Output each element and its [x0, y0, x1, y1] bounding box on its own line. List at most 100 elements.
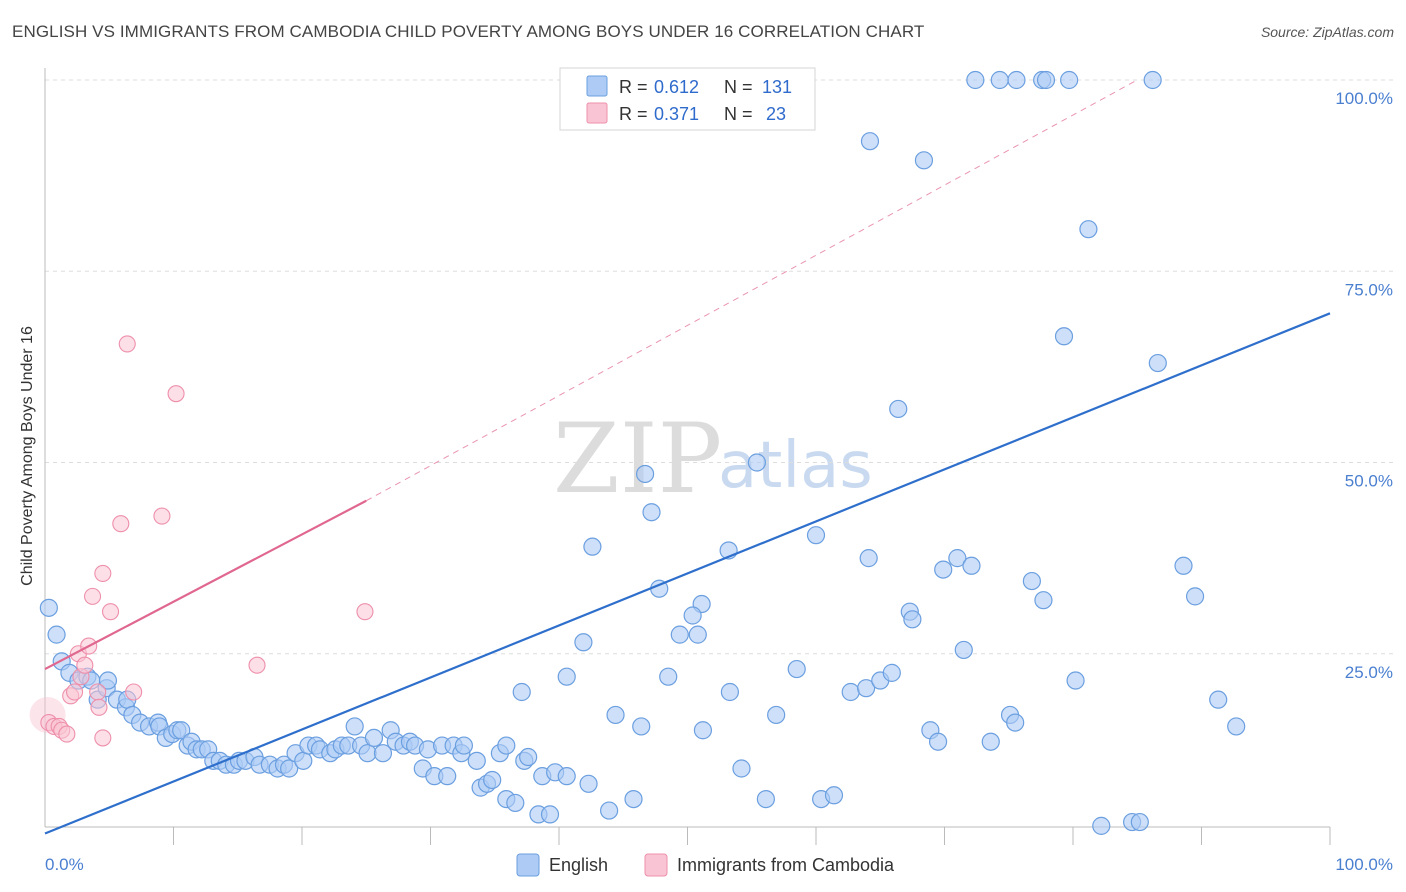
english-point — [1185, 587, 1205, 606]
english-point — [954, 640, 973, 660]
cambodia-point — [112, 515, 130, 533]
cambodia-point — [94, 564, 112, 582]
legend-n-value-english: 131 — [762, 77, 792, 97]
english-point — [1054, 327, 1074, 346]
bottom-legend-cambodia: Immigrants from Cambodia — [677, 855, 895, 875]
legend-r-label-english: R = — [619, 77, 648, 97]
english-point — [47, 625, 66, 644]
legend-n-value-cambodia: 23 — [766, 104, 786, 124]
english-point — [1148, 353, 1167, 373]
english-point — [806, 526, 826, 545]
english-point — [294, 751, 313, 770]
cambodia-point — [118, 335, 136, 353]
english-point — [1079, 220, 1098, 239]
english-point — [364, 728, 384, 748]
english-point — [583, 537, 602, 556]
english-point — [454, 736, 474, 755]
english-point — [1143, 70, 1162, 90]
english-point — [1092, 816, 1111, 835]
cambodia-trend-line — [44, 499, 367, 671]
english-point — [557, 667, 576, 686]
english-point — [506, 793, 525, 813]
english-point — [512, 682, 531, 702]
english-point — [693, 721, 713, 740]
english-point — [841, 682, 860, 702]
english-point — [483, 770, 502, 790]
english-point — [756, 789, 775, 809]
legend-box: R = 0.612 N = 131 R = 0.371 N = 23 — [559, 67, 816, 131]
english-points — [39, 70, 1246, 835]
english-point — [824, 786, 844, 805]
english-point — [1066, 671, 1085, 690]
source-label: Source: ZipAtlas.com — [1260, 24, 1394, 40]
english-point — [280, 759, 299, 778]
english-point — [624, 789, 643, 809]
english-point — [1130, 812, 1149, 832]
english-point — [39, 598, 58, 617]
english-point — [600, 801, 619, 820]
gridlines — [45, 79, 1395, 655]
english-point — [1007, 70, 1026, 90]
english-point — [882, 663, 901, 682]
english-point — [747, 453, 766, 472]
cambodia-point — [90, 698, 108, 716]
cambodia-point — [248, 656, 266, 674]
cambodia-point — [125, 683, 143, 701]
english-point — [990, 70, 1009, 90]
english-point — [467, 751, 486, 770]
english-point — [962, 556, 981, 575]
cambodia-points — [29, 335, 374, 747]
english-point — [1022, 571, 1041, 591]
legend-swatch-cambodia — [586, 102, 608, 124]
english-point — [642, 503, 661, 522]
x-axis-ticks — [173, 827, 1331, 845]
cambodia-point — [89, 683, 107, 701]
english-point — [1174, 556, 1193, 575]
y-axis-label: Child Poverty Among Boys Under 16 — [19, 326, 36, 586]
english-point — [373, 744, 393, 763]
cambodia-point — [356, 603, 374, 621]
english-point — [172, 721, 191, 740]
legend-n-label-english: N = — [724, 77, 753, 97]
english-point — [540, 805, 560, 824]
english-point — [345, 717, 364, 736]
english-point — [519, 747, 538, 767]
english-point — [688, 625, 707, 644]
english-point — [889, 399, 908, 419]
english-trend-line — [44, 312, 1331, 835]
bottom-legend-english: English — [549, 855, 608, 875]
english-point — [981, 732, 1000, 751]
english-point — [767, 705, 786, 725]
english-point — [497, 736, 516, 755]
cambodia-point — [58, 725, 76, 743]
y-tick-labels: 100.0% 75.0% 50.0% 25.0% — [1335, 89, 1393, 682]
english-point — [358, 744, 377, 763]
english-point — [914, 151, 934, 170]
english-point — [787, 659, 806, 679]
english-point — [857, 679, 876, 698]
english-point — [948, 549, 967, 568]
cambodia-point — [153, 507, 171, 525]
english-point — [659, 667, 678, 686]
english-point — [1209, 690, 1228, 709]
trend-lines — [44, 79, 1331, 835]
english-point — [720, 682, 740, 702]
bottom-legend: English Immigrants from Cambodia — [516, 853, 895, 877]
cambodia-point — [167, 385, 185, 403]
english-point — [557, 767, 576, 786]
english-point — [574, 633, 593, 652]
english-point — [903, 610, 922, 629]
english-point — [934, 560, 953, 579]
legend-n-label-cambodia: N = — [724, 104, 753, 124]
y-tick-label: 100.0% — [1335, 89, 1393, 108]
english-point — [98, 671, 118, 690]
english-point — [1034, 591, 1053, 610]
english-point — [859, 549, 878, 568]
english-point — [635, 464, 655, 484]
x-tick-label-right: 100.0% — [1335, 855, 1393, 874]
cambodia-point — [66, 683, 84, 701]
english-point — [732, 759, 751, 778]
cambodia-point — [83, 587, 102, 605]
legend-r-label-cambodia: R = — [619, 104, 648, 124]
